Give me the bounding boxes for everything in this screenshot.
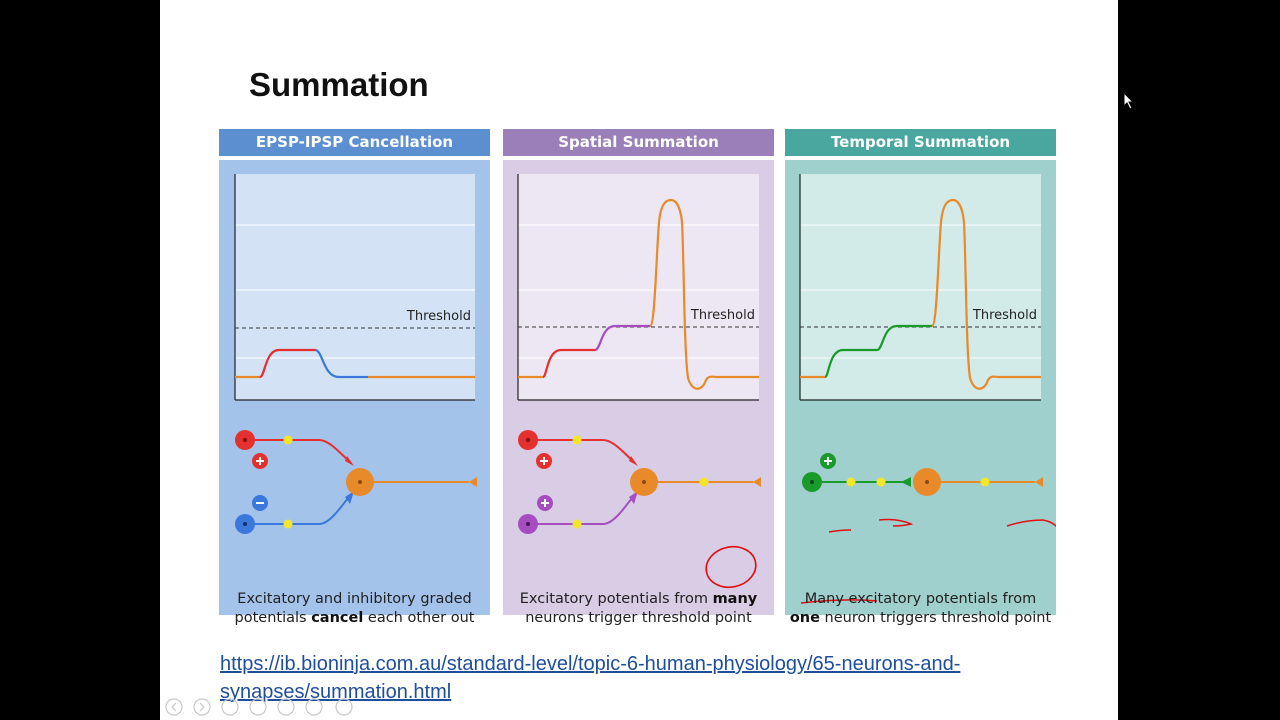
caption-emphasis: cancel xyxy=(311,610,364,626)
neuron-nucleus xyxy=(358,480,362,484)
slide-title: Summation xyxy=(249,66,429,103)
panel-body: Threshold xyxy=(785,160,1056,626)
action-potential-trace xyxy=(930,198,1041,390)
panel-header: Spatial Summation xyxy=(503,129,774,156)
panel-epsp-ipsp-cancellation: EPSP-IPSP Cancellation Threshold xyxy=(219,129,490,626)
previous-slide-icon[interactable] xyxy=(165,698,183,716)
neuron-nucleus xyxy=(526,438,530,442)
plus-sign-icon xyxy=(541,499,549,507)
neuron-nucleus xyxy=(925,480,929,484)
axon-terminal xyxy=(1035,477,1043,487)
threshold-label: Threshold xyxy=(690,308,755,323)
panel-header: EPSP-IPSP Cancellation xyxy=(219,129,490,156)
panel-header: Temporal Summation xyxy=(785,129,1056,156)
inhibitory-synapse-terminal xyxy=(345,491,354,504)
neuron-nucleus xyxy=(810,480,814,484)
impulse-dot xyxy=(283,519,293,529)
axon-terminal xyxy=(469,477,477,487)
caption-line: Many excitatory potentials from xyxy=(804,591,1037,607)
caption: Excitatory and inhibitory graded potenti… xyxy=(219,590,490,628)
neuron-nucleus xyxy=(243,522,247,526)
caption-line: Excitatory and inhibitory graded xyxy=(237,591,472,607)
impulse-dot xyxy=(980,477,990,487)
source-link[interactable]: https://ib.bioninja.com.au/standard-leve… xyxy=(220,653,961,703)
summed-epsp-trace xyxy=(594,324,650,352)
threshold-label: Threshold xyxy=(406,309,471,324)
neuron-nucleus xyxy=(642,480,646,484)
caption-text: Excitatory potentials from xyxy=(519,591,713,607)
panel-diagram: Threshold xyxy=(234,174,477,534)
caption-text: triggers threshold point xyxy=(875,610,1052,626)
subtitles-icon[interactable] xyxy=(305,698,323,716)
epsp-trace xyxy=(259,348,315,379)
caption-line: Excitatory potentials from many xyxy=(503,590,774,609)
pen-icon[interactable] xyxy=(221,698,239,716)
underline-annotation xyxy=(800,599,878,604)
caption-text: neuron xyxy=(819,610,876,626)
caption-line: one neuron triggers threshold point xyxy=(785,609,1056,628)
axon-terminal xyxy=(753,477,761,487)
neuron-nucleus xyxy=(243,438,247,442)
slide: Summation EPSP-IPSP Cancellation Thresho… xyxy=(160,0,1118,720)
impulse-dot xyxy=(283,435,293,445)
epsp-trace xyxy=(541,348,595,379)
caption-emphasis: one xyxy=(789,610,820,626)
action-potential-trace xyxy=(648,198,759,390)
caption: Many excitatory potentials from one neur… xyxy=(785,590,1056,628)
excitatory-synapse-terminal xyxy=(901,477,911,487)
handwritten-circle-annotation xyxy=(705,545,757,589)
excitatory-synapse-terminal xyxy=(629,491,638,504)
threshold-label: Threshold xyxy=(972,308,1037,323)
slides-icon[interactable] xyxy=(249,698,267,716)
panel-diagram: Threshold xyxy=(799,174,1056,604)
impulse-dot xyxy=(846,477,856,487)
caption-line: potentials cancel each other out xyxy=(219,609,490,628)
plus-sign-icon xyxy=(824,457,832,465)
graph-area xyxy=(518,174,759,400)
mouse-cursor-icon xyxy=(1123,92,1135,110)
next-slide-icon[interactable] xyxy=(193,698,211,716)
handwritten-annotation-stroke xyxy=(1006,519,1056,527)
more-options-icon[interactable] xyxy=(335,698,353,716)
excitatory-synapse-terminal xyxy=(629,456,638,466)
caption-text: potentials xyxy=(234,610,312,626)
plus-sign-icon xyxy=(540,457,548,465)
caption-text: each other out xyxy=(363,610,475,626)
epsp-trace xyxy=(823,324,932,379)
impulse-dot xyxy=(699,477,709,487)
zoom-icon[interactable] xyxy=(277,698,295,716)
previous-slide-icon xyxy=(171,702,177,712)
graph-area xyxy=(235,174,475,400)
panel-temporal-summation: Temporal Summation Threshold xyxy=(785,129,1056,626)
panel-spatial-summation: Spatial Summation Threshold xyxy=(503,129,774,626)
handwritten-annotation-stroke xyxy=(828,529,852,533)
ipsp-trace xyxy=(314,348,368,379)
neuron-nucleus xyxy=(526,522,530,526)
excitatory-synapse-terminal xyxy=(345,456,354,466)
panel-body: Threshold xyxy=(503,160,774,626)
panel-diagram: Threshold xyxy=(517,174,761,589)
plus-sign-icon xyxy=(256,457,264,465)
caption-line: neurons trigger threshold point xyxy=(525,610,752,626)
impulse-dot xyxy=(572,435,582,445)
caption: Excitatory potentials from many neurons … xyxy=(503,590,774,628)
handwritten-annotation-stroke xyxy=(878,518,914,527)
panel-body: Threshold xyxy=(219,160,490,626)
impulse-dot xyxy=(876,477,886,487)
slide-controls-toolbar xyxy=(165,698,353,716)
caption-emphasis: many xyxy=(712,591,758,607)
next-slide-icon xyxy=(199,702,205,712)
impulse-dot xyxy=(572,519,582,529)
graph-area xyxy=(800,174,1041,400)
